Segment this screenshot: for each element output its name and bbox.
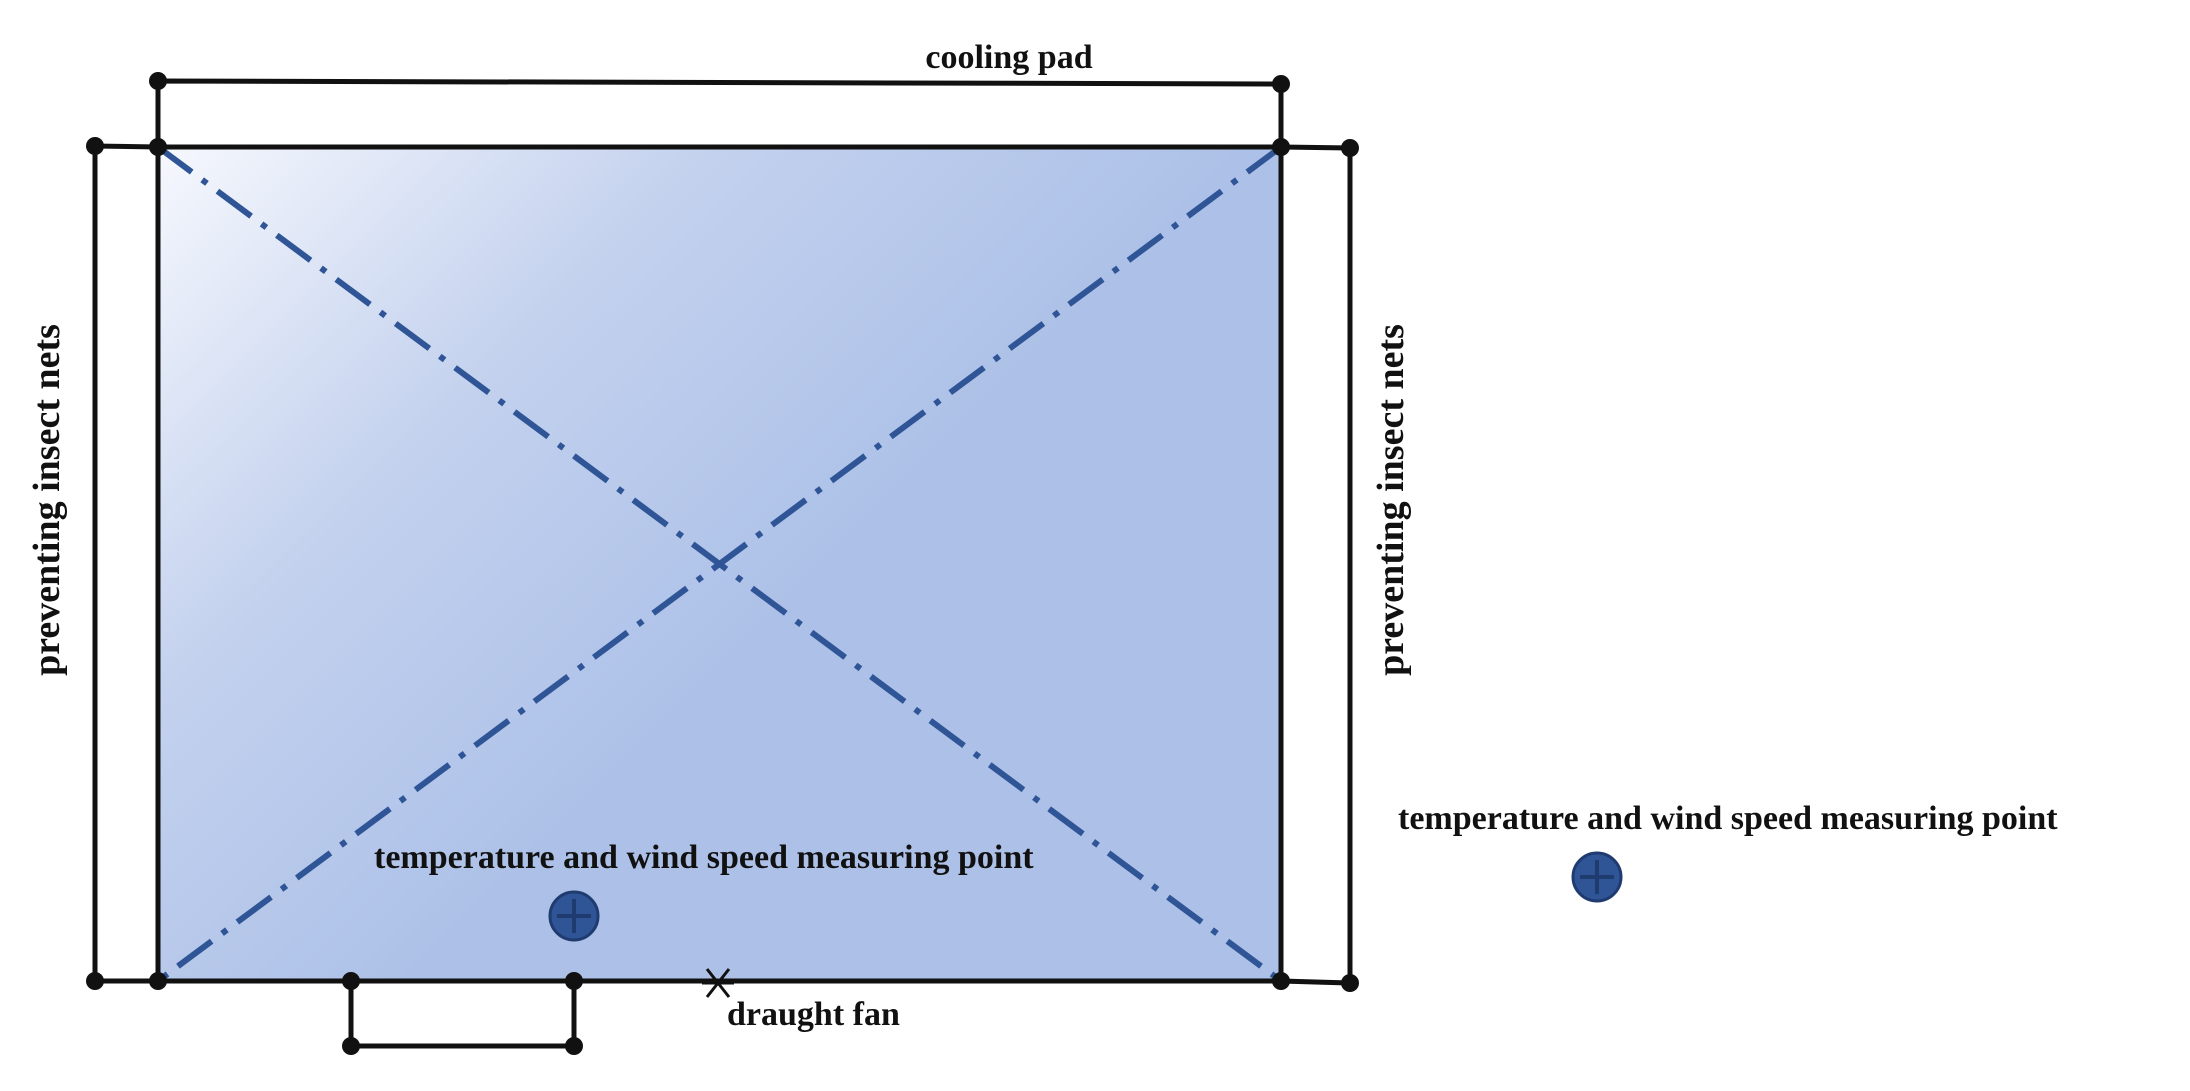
measuring-point-legend-label: temperature and wind speed measuring poi… — [1398, 800, 2058, 837]
frame-nodes — [86, 72, 1359, 1055]
outlet-bracket — [348, 981, 577, 1049]
measuring-point-inner-label: temperature and wind speed measuring poi… — [374, 839, 1034, 876]
cooling-pad-bracket — [155, 78, 1284, 147]
draught-fan-label: draught fan — [727, 996, 900, 1033]
node-top-left — [149, 138, 167, 156]
node-net-left-bottom — [86, 972, 104, 990]
node-bottom-left — [149, 972, 167, 990]
node-net-right-top — [1341, 139, 1359, 157]
insect-net-left-bracket — [92, 143, 159, 984]
cooling-pad-label: cooling pad — [925, 39, 1092, 76]
node-net-left-top — [86, 137, 104, 155]
node-top-right — [1272, 138, 1290, 156]
insect-net-right-bracket — [1280, 144, 1353, 986]
node-outlet-top-left — [342, 972, 360, 990]
insect-nets-right-label: preventing insect nets — [1370, 324, 1412, 676]
node-outlet-bottom-left — [342, 1037, 360, 1055]
measuring-point-marker — [548, 890, 600, 942]
node-outlet-bottom-right — [565, 1037, 583, 1055]
measuring-point-legend-marker — [1571, 851, 1623, 903]
diagonal-line-b — [156, 144, 1283, 984]
node-cooling-pad-left — [149, 72, 167, 90]
node-net-right-bottom — [1341, 974, 1359, 992]
node-bottom-right — [1272, 972, 1290, 990]
node-outlet-top-right — [565, 972, 583, 990]
node-cooling-pad-right — [1272, 75, 1290, 93]
insect-nets-left-label: preventing insect nets — [26, 324, 68, 676]
draught-fan-icon — [702, 968, 734, 998]
